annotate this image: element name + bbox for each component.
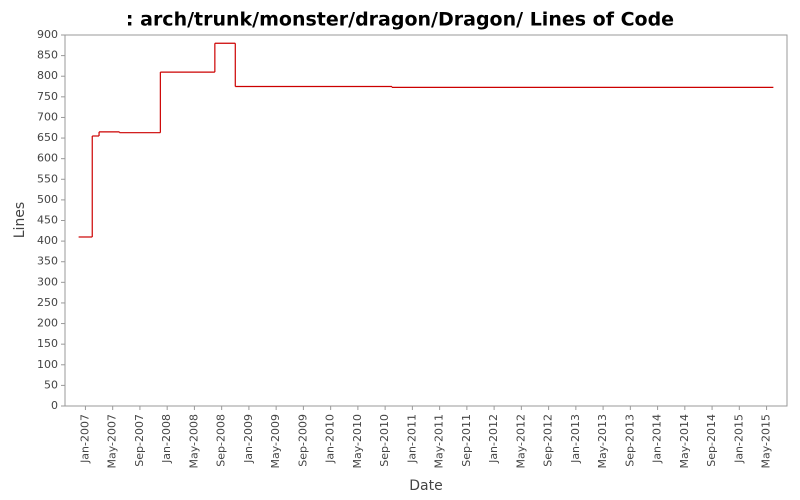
x-tick-label: Sep-2007 <box>133 414 146 467</box>
y-tick-label: 450 <box>37 214 58 227</box>
x-tick-label: Jan-2015 <box>732 414 745 464</box>
y-tick-label: 500 <box>37 193 58 206</box>
x-tick-label: Sep-2008 <box>215 414 228 467</box>
x-tick-label: May-2010 <box>351 414 364 469</box>
y-tick-label: 850 <box>37 49 58 62</box>
x-tick-label: Jan-2010 <box>324 414 337 464</box>
x-tick-label: May-2013 <box>596 414 609 469</box>
x-tick-label: May-2012 <box>514 414 527 469</box>
y-tick-label: 0 <box>51 399 58 412</box>
x-tick-label: Sep-2011 <box>460 414 473 467</box>
x-tick-label: Jan-2009 <box>242 414 255 464</box>
y-axis-label: Lines <box>12 202 28 238</box>
y-tick-label: 350 <box>37 255 58 268</box>
x-tick-label: Sep-2012 <box>542 414 555 467</box>
x-tick-label: Jan-2014 <box>651 414 664 464</box>
y-tick-label: 750 <box>37 90 58 103</box>
x-tick-label: May-2014 <box>678 414 691 469</box>
x-tick-label: Sep-2013 <box>623 414 636 467</box>
plot-area <box>64 34 788 407</box>
y-tick-label: 600 <box>37 152 58 165</box>
y-tick-label: 200 <box>37 317 58 330</box>
x-axis-label: Date <box>409 478 442 494</box>
x-tick-label: Jan-2012 <box>487 414 500 464</box>
x-tick-label: May-2008 <box>187 414 200 469</box>
x-tick-label: May-2011 <box>433 414 446 469</box>
x-tick-label: Sep-2009 <box>296 414 309 467</box>
y-tick-label: 550 <box>37 172 58 185</box>
x-tick-label: Jan-2011 <box>405 414 418 464</box>
y-tick-label: 700 <box>37 110 58 123</box>
y-tick-label: 250 <box>37 296 58 309</box>
x-tick-label: Sep-2010 <box>378 414 391 467</box>
chart-title: : arch/trunk/monster/dragon/Dragon/ Line… <box>126 9 674 31</box>
x-tick-label: Jan-2007 <box>78 414 91 464</box>
y-tick-label: 100 <box>37 358 58 371</box>
y-tick-label: 650 <box>37 131 58 144</box>
y-tick-label: 150 <box>37 337 58 350</box>
x-tick-label: May-2015 <box>760 414 773 469</box>
x-tick-label: May-2009 <box>269 414 282 469</box>
y-tick-label: 400 <box>37 234 58 247</box>
y-tick-label: 900 <box>37 28 58 41</box>
x-tick-label: May-2007 <box>106 414 119 469</box>
y-tick-label: 800 <box>37 69 58 82</box>
x-tick-label: Jan-2013 <box>569 414 582 464</box>
x-tick-label: Sep-2014 <box>705 414 718 467</box>
y-tick-label: 300 <box>37 275 58 288</box>
x-tick-label: Jan-2008 <box>160 414 173 464</box>
y-tick-label: 50 <box>44 378 58 391</box>
